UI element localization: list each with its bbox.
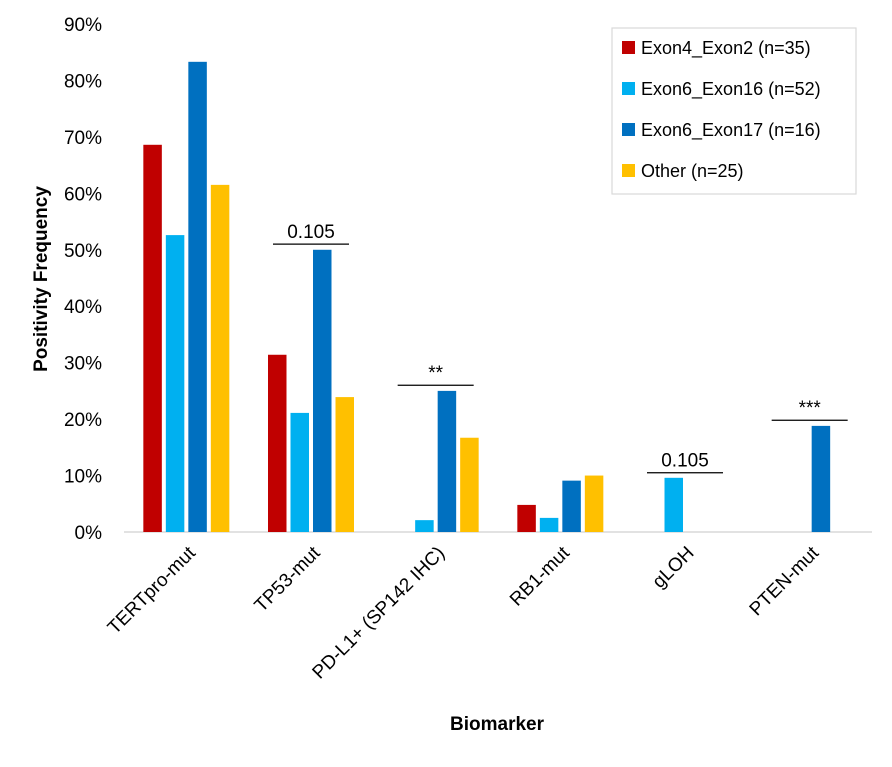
legend-swatch: [622, 41, 635, 54]
bar: [165, 235, 185, 532]
y-tick-label: 30%: [64, 354, 102, 375]
bar: [584, 475, 604, 532]
significance-label: 0.105: [287, 222, 335, 243]
bars-group: [143, 61, 831, 532]
x-tick-label: TERTpro-mut: [104, 542, 200, 638]
y-tick-label: 20%: [64, 410, 102, 431]
bar: [290, 412, 309, 532]
y-tick-label: 0%: [75, 523, 103, 544]
x-tick-label: TP53-mut: [251, 542, 325, 616]
bar: [313, 249, 332, 532]
bar: [335, 397, 354, 532]
legend-swatch: [622, 123, 635, 136]
significance-label: 0.105: [661, 451, 709, 472]
y-tick-label: 40%: [64, 297, 102, 318]
legend-swatch: [622, 82, 635, 95]
significance-label: **: [428, 363, 443, 384]
x-tick-label: PTEN-mut: [746, 542, 824, 620]
bar: [210, 184, 230, 532]
legend-label: Exon6_Exon17 (n=16): [641, 120, 821, 141]
bar: [811, 425, 831, 532]
y-axis-title: Positivity Frequency: [31, 186, 52, 372]
legend: Exon4_Exon2 (n=35) Exon6_Exon16 (n=52) Exo…: [611, 27, 857, 195]
bar: [664, 477, 683, 532]
y-tick-label: 70%: [64, 128, 102, 149]
bar: [143, 144, 162, 532]
legend-label: Exon4_Exon2 (n=35): [641, 38, 811, 59]
annotations-group: 0.105 ** 0.105 ***: [273, 222, 848, 474]
legend-label: Exon6_Exon16 (n=52): [641, 79, 821, 100]
bar: [188, 61, 207, 532]
significance-label: ***: [799, 398, 822, 419]
bar: [437, 390, 457, 532]
legend-label: Other (n=25): [641, 161, 744, 181]
legend-swatch: [622, 164, 635, 177]
legend-box: [611, 27, 857, 195]
y-tick-label: 50%: [64, 241, 102, 262]
bar: [460, 437, 479, 532]
bar: [539, 517, 559, 532]
y-tick-label: 90%: [64, 15, 102, 36]
x-axis-title: Biomarker: [450, 714, 545, 735]
y-tick-label: 80%: [64, 71, 102, 92]
bar: [268, 354, 287, 532]
y-tick-label: 10%: [64, 467, 102, 488]
bar: [562, 480, 581, 532]
x-tick-label: PD-L1+ (SP142 IHC): [309, 543, 450, 684]
bar: [415, 520, 434, 532]
x-tick-label: RB1-mut: [506, 542, 574, 610]
bar: [517, 504, 536, 532]
y-tick-label: 60%: [64, 184, 102, 205]
x-tick-label: gLOH: [649, 543, 699, 593]
